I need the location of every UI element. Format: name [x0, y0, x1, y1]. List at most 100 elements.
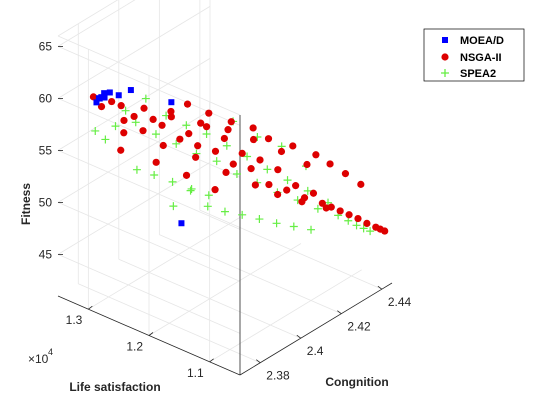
moead-point [127, 87, 134, 94]
spea2-point [150, 170, 159, 179]
x-tick-label: 2.42 [347, 320, 371, 334]
spea2-point [283, 176, 292, 185]
nsga2-point [345, 211, 353, 219]
nsga2-point [265, 180, 273, 189]
grid-line [57, 0, 136, 47]
y-tick-mark [209, 358, 214, 363]
nsga2-point [238, 149, 246, 157]
nsga2-point [357, 180, 365, 188]
y-tick-mark [148, 332, 154, 336]
nsga2-point [220, 134, 228, 143]
x-tick-mark [256, 359, 261, 364]
nsga2-point [249, 124, 257, 132]
x-axis-line [239, 282, 393, 376]
nsga2-point [139, 127, 147, 135]
nsga2-point [202, 123, 211, 131]
nsga2-point [183, 100, 192, 108]
z-tick-label: 60 [39, 91, 53, 105]
nsga2-point [289, 142, 297, 150]
x-tick-mark [337, 310, 342, 314]
spea2-point [168, 177, 177, 186]
nsga2-point [167, 113, 175, 121]
moead-point [98, 94, 105, 101]
nsga2-point [229, 160, 237, 168]
spea2-point [212, 157, 221, 166]
spea2-point [202, 129, 211, 138]
nsga2-point [120, 116, 128, 125]
nsga2-point [283, 186, 291, 194]
nsga2-point [120, 129, 128, 137]
z-tick-label: 45 [39, 247, 53, 261]
spea2-point [91, 126, 100, 135]
nsga2-point [158, 121, 166, 129]
nsga2-point [140, 104, 148, 112]
x-axis-label: Congnition [325, 375, 388, 389]
spea2-point [101, 135, 110, 144]
spea2-point [352, 221, 361, 230]
nsga2-point [227, 118, 235, 126]
nsga2-point [336, 207, 344, 215]
nsga2-point [130, 112, 138, 121]
y-tick-label: 1.1 [187, 366, 204, 380]
legend-box [423, 28, 525, 82]
z-tick-label: 65 [39, 39, 53, 53]
spea2-point [186, 186, 195, 195]
moead-point [168, 99, 175, 106]
grid-line [148, 243, 302, 336]
nsga2-point [97, 103, 106, 111]
spea2-point [182, 121, 191, 130]
nsga2-point [274, 166, 282, 174]
grid-line [57, 6, 211, 99]
nsga2-point [326, 160, 334, 168]
nsga2-point [292, 182, 300, 190]
spea2-point [121, 106, 130, 115]
y-axis-exponent: ×10 4 [28, 347, 53, 366]
legend-entry-moead: MOEA/D [442, 35, 504, 47]
nsga2-point [89, 93, 98, 101]
nsga2-point [182, 171, 191, 179]
moead-point [178, 220, 185, 227]
spea2-point [366, 227, 375, 236]
moead-point [101, 90, 108, 97]
z-axis-label: Fitness [19, 183, 33, 225]
spea2-point [151, 130, 160, 139]
y-tick-label: 1.3 [66, 313, 83, 327]
nsga2-point [264, 135, 273, 143]
nsga2-point [309, 189, 318, 197]
nsga2-point [354, 214, 362, 223]
nsga2-point [312, 151, 320, 159]
grid-line [57, 110, 211, 203]
spea2-point [238, 210, 247, 219]
grid-line [57, 58, 211, 151]
spea2-point [169, 202, 178, 211]
nsga2-point [251, 181, 259, 189]
x-tick-mark [377, 285, 383, 290]
spea2-point [313, 204, 322, 213]
y-axis-label: Life satisfaction [69, 380, 160, 394]
spea2-point [232, 170, 241, 179]
nsga2-point [277, 147, 286, 156]
grid-line [209, 269, 362, 363]
axes-grid [57, 0, 383, 364]
nsga2-point [167, 107, 175, 116]
nsga2-point [363, 219, 371, 228]
y-exponent-base: ×10 [28, 352, 49, 366]
z-tick-label: 55 [39, 143, 53, 157]
legend-marker-plus [441, 69, 449, 77]
nsga2-point [176, 135, 184, 143]
axis-ticks: 45 50 55 60 65 1.1 1.2 1.3 2.38 2.4 2.42 2.44 [39, 39, 412, 382]
nsga2-point [194, 142, 202, 150]
spea2-point [303, 186, 312, 195]
nsga2-point [205, 109, 213, 117]
nsga2-point [256, 156, 264, 164]
legend-label-nsga2: NSGA-II [460, 52, 502, 64]
z-tick-label: 50 [39, 195, 53, 209]
x-tick-label: 2.38 [266, 369, 290, 383]
legend: MOEA/D NSGA-II SPEA2 [423, 28, 525, 82]
nsga2-point [159, 141, 167, 150]
legend-entry-nsga2: NSGA-II [441, 52, 502, 64]
moead-point [101, 94, 108, 101]
nsga2-point [322, 204, 330, 212]
legend-marker-circle [441, 53, 449, 61]
grid-line [57, 0, 119, 37]
